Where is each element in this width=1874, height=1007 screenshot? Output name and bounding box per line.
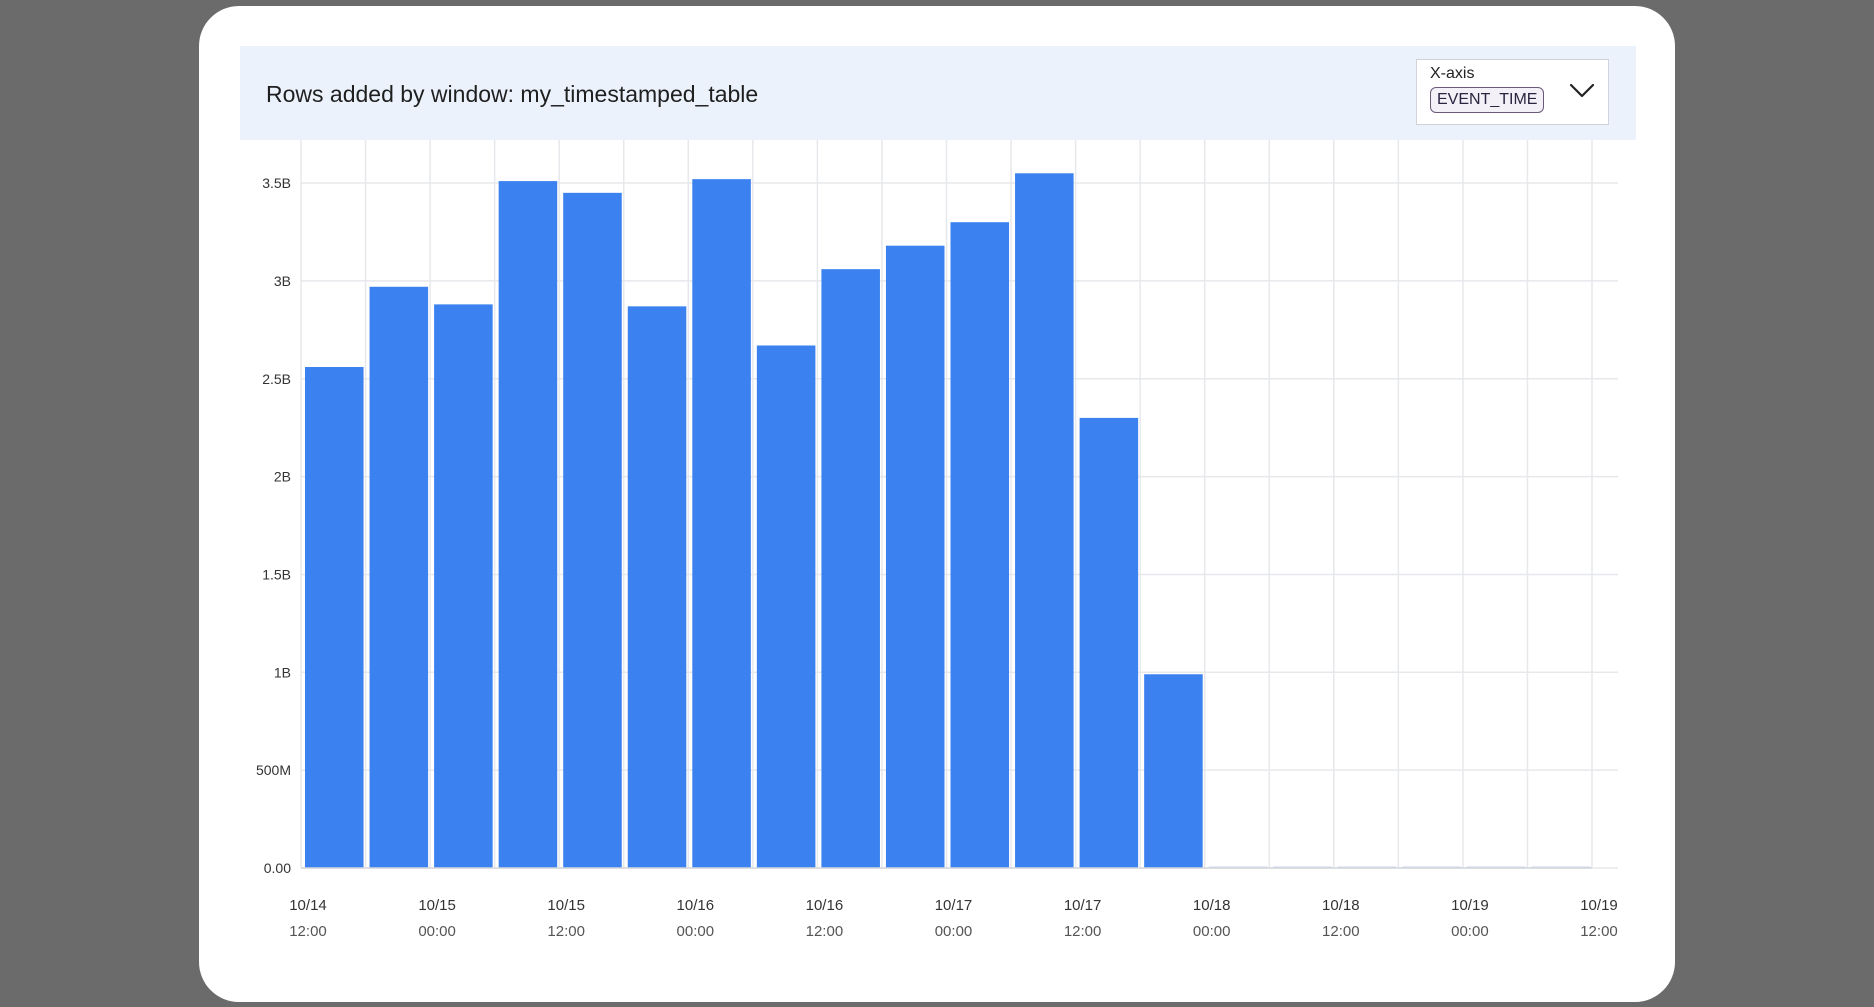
y-tick-label: 3.5B	[262, 175, 291, 191]
bar	[821, 269, 880, 869]
bar	[1144, 674, 1203, 868]
x-tick-label-time: 12:00	[289, 923, 327, 940]
bar	[1015, 173, 1074, 869]
x-tick-label-time: 12:00	[806, 923, 844, 940]
bar	[498, 181, 558, 868]
x-tick-label-date: 10/16	[806, 897, 844, 914]
x-tick-label-time: 00:00	[1451, 923, 1489, 940]
y-tick-label: 2B	[274, 469, 291, 485]
bar	[950, 222, 1010, 868]
x-tick-label-date: 10/17	[1064, 897, 1102, 914]
y-tick-label: 500M	[256, 762, 291, 778]
x-tick-label-time: 12:00	[1322, 923, 1360, 940]
y-tick-label: 2.5B	[262, 371, 291, 387]
bar	[563, 192, 622, 868]
panel-header: Rows added by window: my_timestamped_tab…	[240, 46, 1636, 140]
bar	[1079, 417, 1139, 868]
x-tick-label-date: 10/16	[677, 897, 715, 914]
x-axis-selector[interactable]: X-axis EVENT_TIME	[1416, 59, 1609, 125]
x-axis-selector-label: X-axis	[1430, 65, 1475, 82]
bar	[434, 304, 493, 868]
x-tick-label-time: 00:00	[677, 923, 715, 940]
x-tick-label-time: 00:00	[418, 923, 456, 940]
x-tick-label-date: 10/15	[547, 897, 585, 914]
bar	[305, 367, 364, 868]
bar	[627, 306, 687, 868]
y-tick-label: 0.00	[264, 860, 291, 876]
x-tick-label-date: 10/18	[1322, 897, 1360, 914]
x-tick-label-time: 12:00	[1064, 923, 1102, 940]
bar	[756, 345, 816, 868]
x-tick-label-time: 00:00	[935, 923, 973, 940]
y-tick-label: 1.5B	[262, 566, 291, 582]
x-axis-selected-value[interactable]: EVENT_TIME	[1430, 87, 1545, 113]
x-tick-label-time: 12:00	[1580, 923, 1618, 940]
chevron-down-icon[interactable]	[1567, 76, 1597, 106]
x-tick-label-date: 10/18	[1193, 897, 1231, 914]
x-tick-label-time: 00:00	[1193, 923, 1231, 940]
x-tick-label-date: 10/19	[1580, 897, 1618, 914]
bar	[692, 179, 751, 869]
x-tick-label-date: 10/19	[1451, 897, 1489, 914]
x-tick-label-date: 10/14	[289, 897, 327, 914]
x-tick-label-date: 10/15	[418, 897, 456, 914]
x-tick-label-date: 10/17	[935, 897, 973, 914]
bar	[369, 286, 429, 869]
x-tick-label-time: 12:00	[547, 923, 585, 940]
bar	[885, 245, 945, 868]
y-tick-label: 1B	[274, 664, 291, 680]
y-tick-label: 3B	[274, 273, 291, 289]
panel-title: Rows added by window: my_timestamped_tab…	[266, 81, 759, 107]
